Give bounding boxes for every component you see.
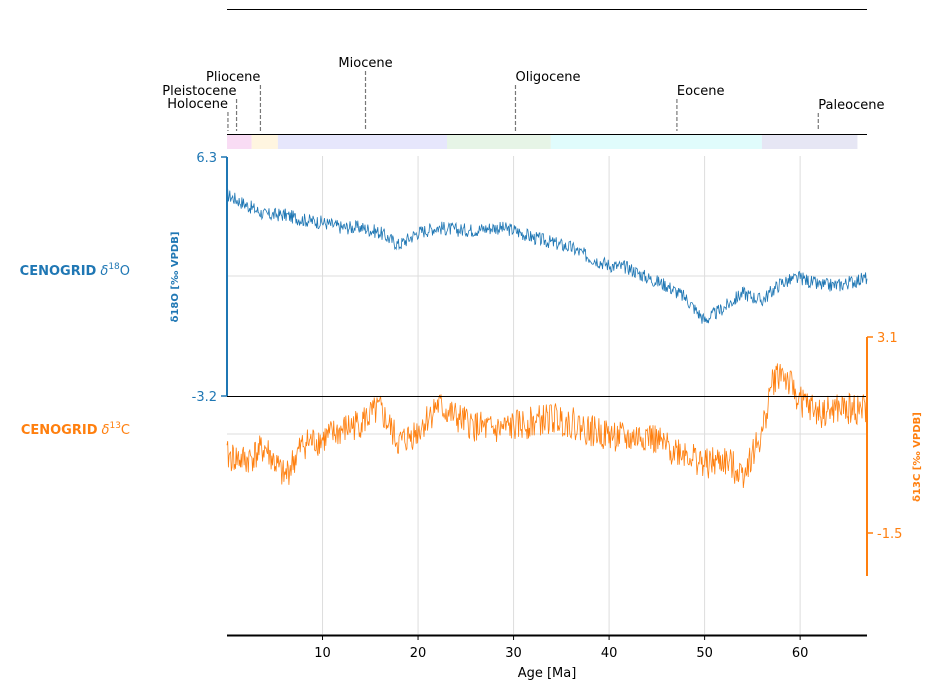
series-line-d13c — [226, 363, 868, 489]
epoch-label-holocene: Holocene — [167, 97, 228, 112]
epoch-band-pleistocene — [227, 135, 252, 149]
x-tick-label: 40 — [601, 646, 618, 661]
left-y-tick-label: 6.3 — [196, 151, 217, 166]
epoch-label-oligocene: Oligocene — [515, 70, 580, 85]
series-label-suffix: C — [121, 423, 130, 438]
epoch-band-miocene — [277, 135, 447, 149]
epoch-band-pliocene — [251, 135, 278, 149]
series-line-d18o — [226, 188, 868, 324]
axes: 10 20 30 40 50 60 6.3 -3.2 3.1 -1.5 δ18O [‰ VPDB] δ… — [170, 151, 923, 661]
grid-lines — [227, 156, 867, 634]
x-axis-label: Age [Ma] — [518, 666, 577, 681]
epoch-label-paleocene: Paleocene — [818, 98, 884, 113]
series-label-superscript: 13 — [109, 421, 120, 431]
right-y-axis-title: δ13C [‰ VPDB] — [912, 412, 923, 502]
epoch-label-eocene: Eocene — [677, 84, 725, 99]
left-y-axis-title: δ18O [‰ VPDB] — [170, 232, 181, 323]
x-tick-label: 30 — [505, 646, 522, 661]
x-tick-label: 20 — [410, 646, 427, 661]
series-label-superscript: 18 — [108, 262, 120, 272]
epoch-band-paleocene — [761, 135, 858, 149]
series-label-symbol: δ — [100, 264, 108, 279]
epoch-label-pleistocene: Pleistocene — [162, 84, 236, 99]
x-tick-label: 60 — [792, 646, 809, 661]
epoch-label-miocene: Miocene — [338, 56, 392, 71]
x-tick-label: 10 — [314, 646, 331, 661]
series-label-prefix: CENOGRID — [21, 423, 98, 438]
series-label-prefix: CENOGRID — [20, 264, 97, 279]
series-label-suffix: O — [120, 264, 130, 279]
epoch-bands — [227, 135, 858, 149]
right-y-tick-label: 3.1 — [877, 331, 898, 346]
x-tick-label: 50 — [696, 646, 713, 661]
right-y-tick-label: -1.5 — [877, 527, 902, 542]
left-y-tick-label: -3.2 — [192, 390, 217, 405]
series-label-symbol: δ — [102, 423, 110, 438]
series-label-1: CENOGRID δ13C — [21, 421, 130, 438]
series-label-0: CENOGRID δ18O — [20, 262, 130, 279]
epoch-label-pliocene: Pliocene — [206, 70, 260, 85]
series-layer — [226, 188, 868, 489]
epoch-band-oligocene — [446, 135, 551, 149]
epoch-band-eocene — [550, 135, 762, 149]
